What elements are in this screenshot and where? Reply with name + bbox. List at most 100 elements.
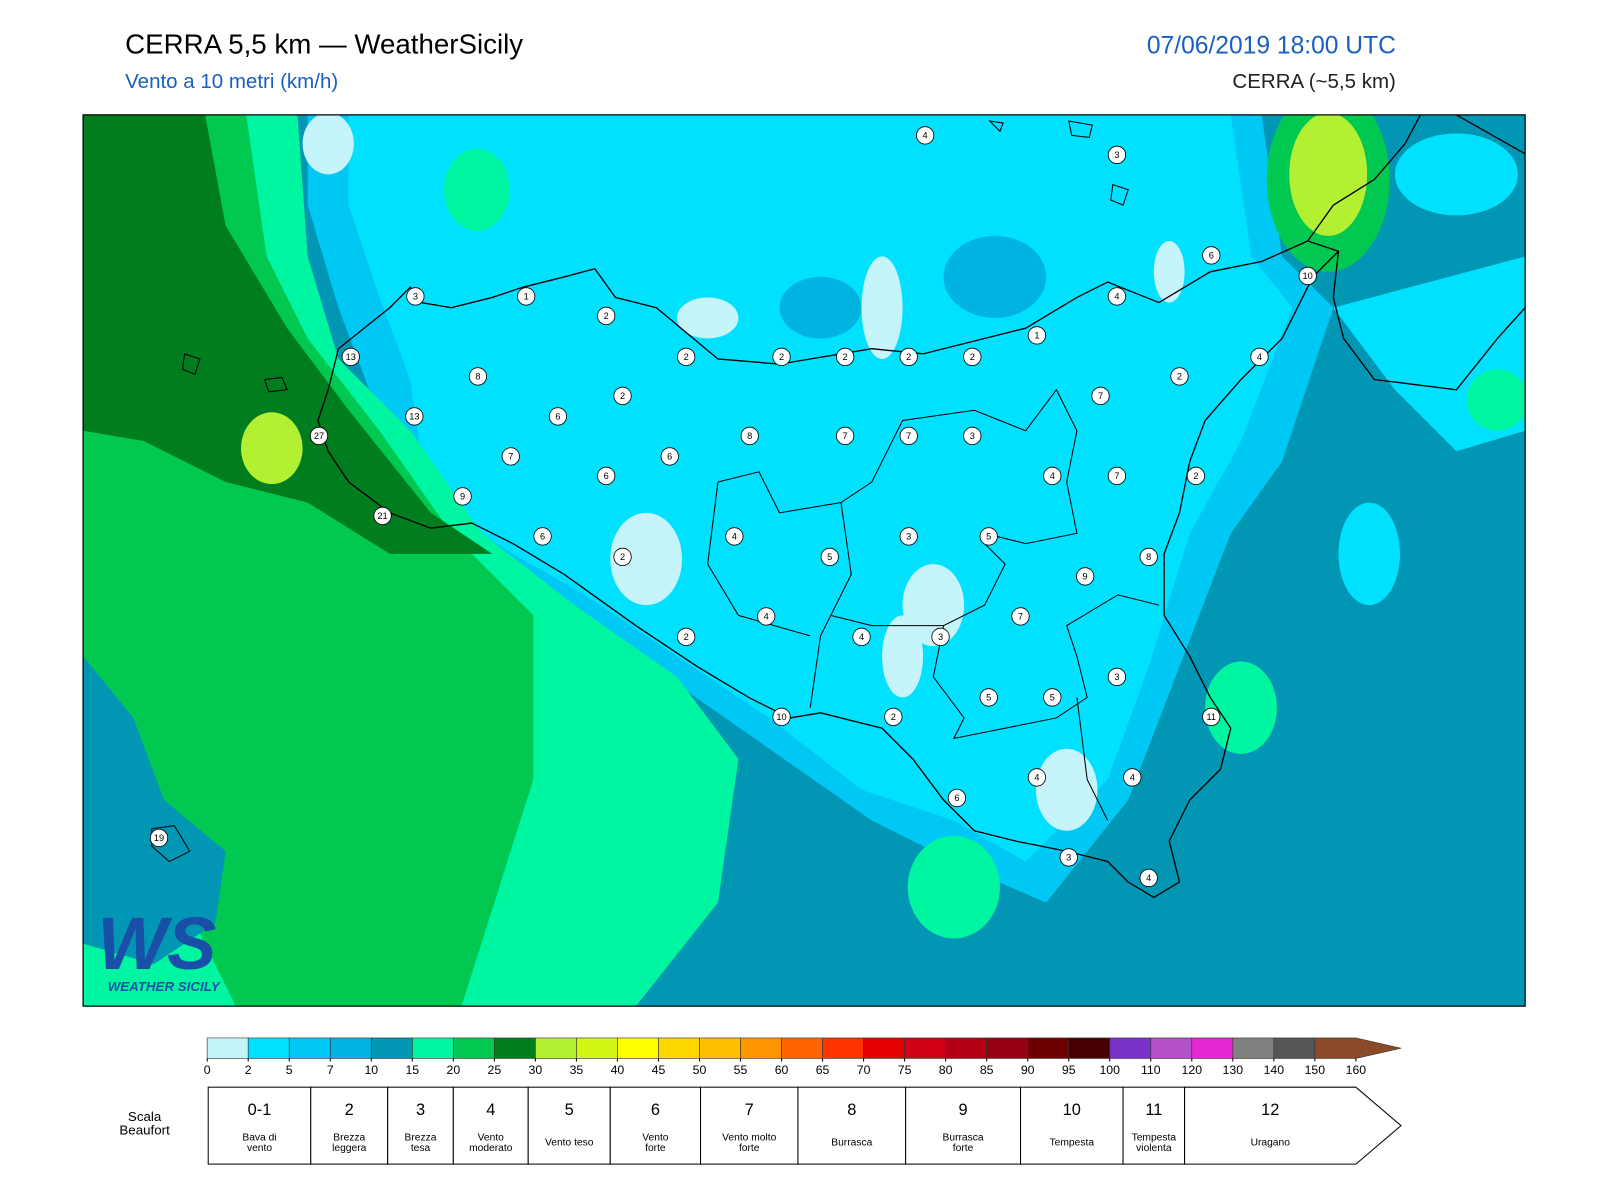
field	[241, 412, 303, 485]
beaufort-label-box: Vento moderato	[469, 1133, 513, 1154]
station-marker	[1250, 347, 1269, 367]
field	[1153, 241, 1185, 303]
colorbar-segment	[453, 1037, 495, 1059]
station-marker	[947, 788, 967, 808]
station-value: 3	[1114, 150, 1119, 160]
station-value: 7	[1098, 391, 1103, 401]
colorbar-segment	[658, 1037, 700, 1059]
colorbar-segment	[494, 1037, 536, 1059]
beaufort-cell	[905, 1086, 1022, 1165]
beaufort-label-box: Vento teso	[545, 1138, 593, 1148]
colorbar-segment	[329, 1037, 372, 1059]
beaufort-label-box: Burrasca	[831, 1138, 872, 1148]
station-value: 8	[475, 371, 480, 381]
colorbar-segment	[617, 1037, 659, 1059]
station-value: 2	[843, 352, 848, 362]
beaufort-force: 8	[847, 1101, 856, 1119]
station-value: 4	[1146, 873, 1151, 883]
colorbar-segment	[576, 1037, 618, 1059]
colorbar-tick-label: 120	[1182, 1063, 1203, 1077]
station-marker	[1107, 145, 1127, 164]
station-value: 4	[1130, 772, 1135, 782]
station-marker	[149, 828, 169, 848]
beaufort-label: Vento moderato	[469, 1133, 513, 1154]
station-marker	[963, 347, 982, 367]
beaufort-label-box: Bava di vento	[242, 1133, 276, 1153]
beaufort-force: 3	[416, 1101, 425, 1119]
station-value: 3	[970, 431, 975, 441]
beaufort-force: 12	[1261, 1101, 1279, 1119]
colorbar-segment	[1027, 1037, 1070, 1059]
station-marker	[1027, 326, 1047, 345]
logo: WS WEATHER SICILY	[97, 902, 220, 994]
station-value: 8	[1146, 552, 1151, 562]
colorbar-tick-label: 100	[1099, 1063, 1120, 1077]
station-marker	[852, 627, 871, 647]
station-marker	[613, 547, 632, 567]
colorbar-segment	[986, 1037, 1028, 1059]
colorbar-segment	[1273, 1037, 1316, 1059]
station-value: 2	[891, 712, 896, 722]
station-marker	[1170, 367, 1189, 386]
station-marker	[613, 386, 632, 406]
station-marker	[820, 547, 839, 567]
beaufort-label: Burrasca forte	[942, 1133, 984, 1154]
beaufort-label-box: Vento forte	[642, 1133, 668, 1153]
station-value: 5	[827, 552, 832, 562]
field	[861, 256, 903, 359]
station-marker	[406, 287, 425, 306]
colorbar-tick-label: 2	[245, 1063, 252, 1077]
station-marker	[1011, 607, 1030, 626]
colorbar-tick-label: 40	[611, 1063, 625, 1077]
station-marker	[1202, 246, 1221, 265]
station-marker	[341, 347, 360, 367]
beaufort-label: Brezza leggera	[332, 1133, 367, 1154]
station-marker	[501, 447, 520, 466]
station-value: 2	[684, 352, 689, 362]
station-value: 3	[1114, 672, 1119, 682]
station-value: 2	[684, 632, 689, 642]
colorbar-segment	[1232, 1037, 1275, 1059]
station-value: 2	[620, 552, 625, 562]
beaufort-force: 11	[1145, 1101, 1162, 1119]
colorbar-tick-label: 60	[775, 1063, 789, 1077]
map-frame	[82, 114, 1526, 1007]
station-marker	[1107, 287, 1127, 306]
station-marker	[772, 347, 791, 367]
field	[1394, 133, 1518, 216]
station-marker	[597, 466, 616, 486]
field	[943, 235, 1047, 318]
beaufort-cell	[207, 1086, 312, 1165]
station-value: 5	[1050, 692, 1055, 702]
title: CERRA 5,5 km — WeatherSicily	[125, 28, 523, 59]
station-marker	[468, 367, 488, 386]
station-value: 6	[667, 451, 672, 461]
station-value: 3	[906, 531, 911, 541]
colorbar-tick-label: 95	[1062, 1063, 1076, 1077]
station-value: 2	[1193, 471, 1198, 481]
colorbar-segment	[1150, 1037, 1193, 1059]
colorbar-tick-label: 140	[1264, 1063, 1285, 1077]
station-marker	[1186, 466, 1206, 486]
colorbar-tick-label: 110	[1141, 1063, 1161, 1077]
station-marker	[1043, 466, 1062, 486]
colorbar-segment	[863, 1037, 905, 1059]
colorbar-segment	[945, 1037, 987, 1059]
beaufort-title-box: Scala Beaufort	[119, 1110, 169, 1137]
beaufort-label-box: Brezza tesa	[405, 1133, 437, 1153]
beaufort-scale: Scala Beaufort 0-1 Bava di vento 2 Brezza le…	[119, 1086, 1402, 1165]
colorbar-tick-label: 0	[204, 1063, 211, 1077]
station-marker	[740, 426, 759, 446]
field	[444, 148, 510, 231]
station-marker	[899, 347, 918, 367]
station-marker	[548, 407, 568, 426]
station-value: 3	[938, 632, 943, 642]
coastline	[317, 240, 1340, 899]
colorbar-segment	[206, 1037, 249, 1059]
field	[302, 114, 354, 175]
station-value: 27	[314, 431, 324, 441]
beaufort-cell	[797, 1086, 907, 1165]
beaufort-label-box: Tempesta	[1050, 1138, 1094, 1148]
field	[907, 835, 1000, 939]
